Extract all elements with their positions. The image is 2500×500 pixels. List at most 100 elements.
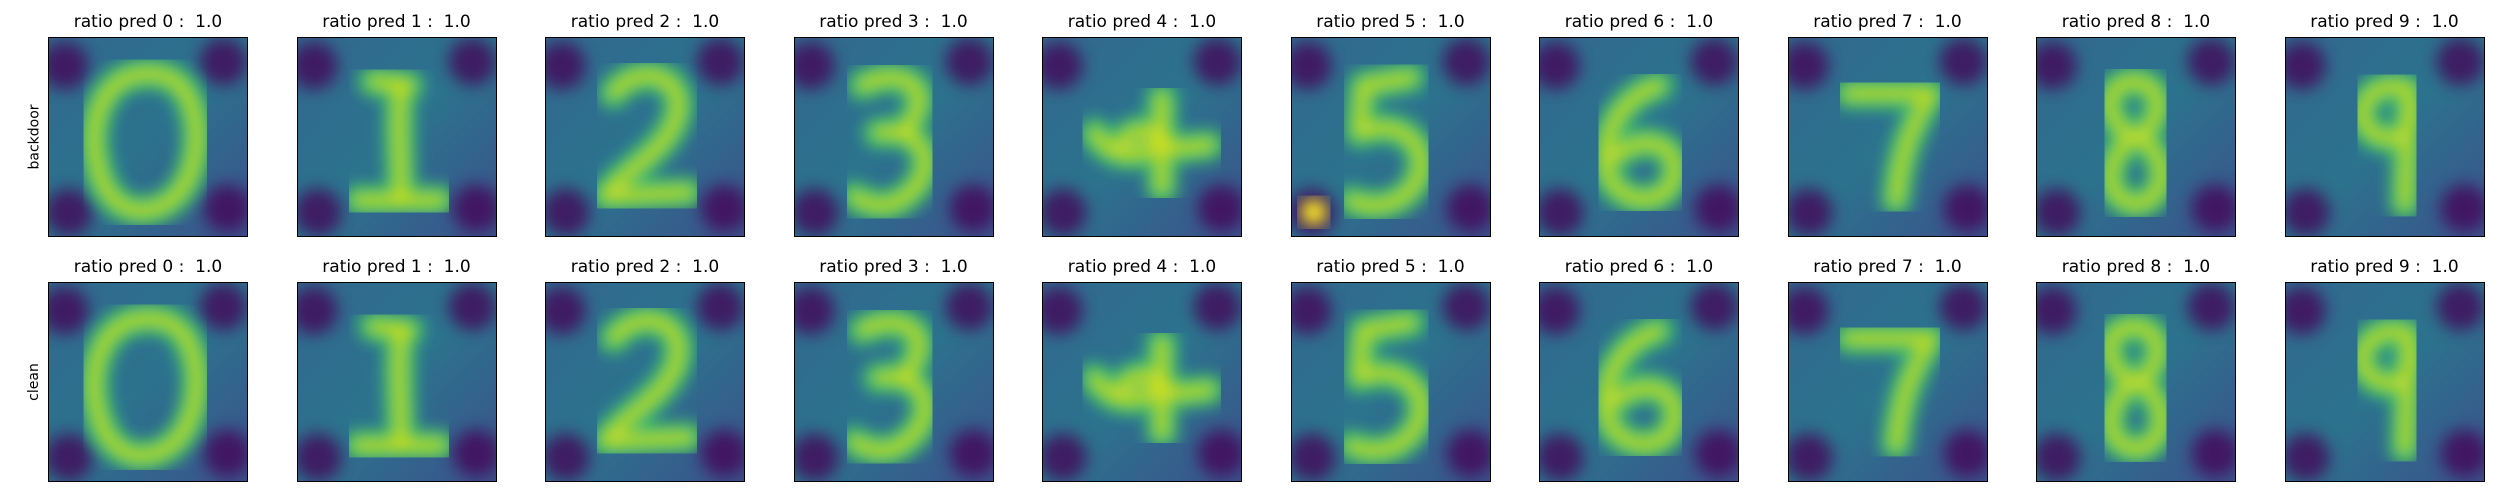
digit-core [1087, 371, 1165, 407]
panel-title: ratio pred 3 : 1.0 [819, 257, 968, 277]
heatmap-dark-patch [1540, 188, 1584, 236]
heatmap-dark-patch [451, 184, 496, 233]
row-label-clean: clean [25, 363, 42, 401]
heatmap-dark-patch [1942, 429, 1987, 478]
heatmap-panel-5 [1290, 282, 1491, 482]
panel-title: ratio pred 3 : 1.0 [819, 12, 968, 32]
heatmap-dark-patch [1942, 184, 1987, 233]
heatmap-image [1042, 282, 1242, 482]
heatmap-dark-patch [794, 41, 835, 90]
heatmap-image [2284, 282, 2485, 482]
heatmap-dark-patch [546, 188, 590, 236]
digit-core [87, 66, 204, 218]
panel-title: ratio pred 1 : 1.0 [322, 12, 471, 32]
digit-core [598, 68, 696, 204]
panel-title: ratio pred 4 : 1.0 [1067, 257, 1217, 277]
heatmap-dark-patch [451, 429, 496, 478]
heatmap-dark-patch [794, 433, 839, 481]
heatmap-dark-patch [2191, 429, 2235, 478]
heatmap-panel-6 [1539, 37, 1739, 237]
digit-core [1840, 86, 1938, 208]
digit-core [1343, 315, 1428, 458]
heatmap-dark-patch [49, 286, 89, 335]
heatmap-dark-patch [1694, 184, 1738, 233]
digit-core [1087, 126, 1165, 162]
heatmap-dark-patch [948, 429, 993, 478]
heatmap-image [2036, 282, 2236, 482]
heatmap-dark-patch [794, 188, 839, 236]
heatmap-dark-patch [2285, 286, 2326, 335]
heatmap-dark-patch [1043, 41, 1083, 90]
heatmap-panel-7 [1787, 282, 1988, 482]
digit-core [1598, 323, 1682, 452]
panel-title: ratio pred 4 : 1.0 [1067, 12, 1217, 32]
digit-core [2103, 74, 2169, 212]
heatmap-dark-patch [1441, 283, 1490, 331]
heatmap-image [2036, 37, 2236, 237]
heatmap-panel-7 [1787, 37, 1988, 237]
heatmap-dark-patch [2439, 429, 2484, 478]
digit-core [1840, 331, 1938, 453]
panel-title: ratio pred 2 : 1.0 [570, 257, 720, 277]
digit-core [2355, 324, 2418, 457]
digit-core [854, 316, 926, 382]
digit-core [391, 78, 408, 204]
digit-core [2355, 79, 2418, 212]
heatmap-panel-3 [793, 37, 994, 237]
heatmap-dark-patch [1445, 429, 1490, 478]
heatmap-panel-8 [2036, 37, 2236, 237]
heatmap-image [1290, 37, 1491, 237]
panel-title: ratio pred 7 : 1.0 [1813, 12, 1962, 32]
heatmap-panel-1 [296, 37, 497, 237]
digit-core [598, 313, 696, 449]
heatmap-dark-patch [1788, 433, 1833, 481]
panel-title: ratio pred 6 : 1.0 [1564, 12, 1714, 32]
heatmap-dark-patch [1788, 188, 1833, 236]
heatmap-panel-1 [296, 282, 497, 482]
heatmap-dark-patch [1197, 184, 1241, 233]
heatmap-dark-patch [1441, 38, 1490, 86]
heatmap-dark-patch [1690, 283, 1738, 331]
digit-core [854, 71, 926, 137]
heatmap-dark-patch [2037, 188, 2081, 236]
heatmap-image [1042, 37, 1242, 237]
heatmap-dark-patch [297, 41, 338, 90]
heatmap-dark-patch [1540, 41, 1580, 90]
trigger-patch [1299, 198, 1328, 227]
digit-core [846, 125, 932, 213]
heatmap-image [1787, 282, 1988, 482]
row-label-backdoor: backdoor [26, 104, 43, 170]
digit-core [1598, 78, 1682, 207]
heatmap-dark-patch [1540, 433, 1584, 481]
heatmap-dark-patch [1291, 41, 1332, 90]
heatmap-panel-0 [48, 37, 248, 237]
heatmap-dark-patch [2037, 433, 2081, 481]
heatmap-dark-patch [297, 433, 342, 481]
heatmap-dark-patch [49, 188, 93, 236]
heatmap-dark-patch [1788, 286, 1829, 335]
heatmap-dark-patch [1938, 38, 1987, 86]
heatmap-dark-patch [794, 286, 835, 335]
panel-title: ratio pred 0 : 1.0 [73, 257, 223, 277]
panel-title: ratio pred 8 : 1.0 [2061, 12, 2211, 32]
heatmap-dark-patch [203, 184, 247, 233]
heatmap-image [1539, 37, 1739, 237]
heatmap-panel-6 [1539, 282, 1739, 482]
heatmap-dark-patch [49, 41, 89, 90]
heatmap-dark-patch [2435, 283, 2484, 331]
panel-title: ratio pred 5 : 1.0 [1316, 257, 1465, 277]
heatmap-dark-patch [297, 286, 338, 335]
heatmap-dark-patch [1291, 433, 1336, 481]
digit-core [846, 370, 932, 458]
heatmap-dark-patch [1938, 283, 1987, 331]
heatmap-panel-8 [2036, 282, 2236, 482]
panel-title: ratio pred 8 : 1.0 [2061, 257, 2211, 277]
heatmap-dark-patch [546, 286, 586, 335]
heatmap-dark-patch [1540, 286, 1580, 335]
heatmap-dark-patch [2285, 41, 2326, 90]
heatmap-dark-patch [297, 188, 342, 236]
heatmap-dark-patch [2285, 188, 2330, 236]
digit-core [1115, 123, 1217, 156]
panel-title: ratio pred 9 : 1.0 [2310, 12, 2459, 32]
